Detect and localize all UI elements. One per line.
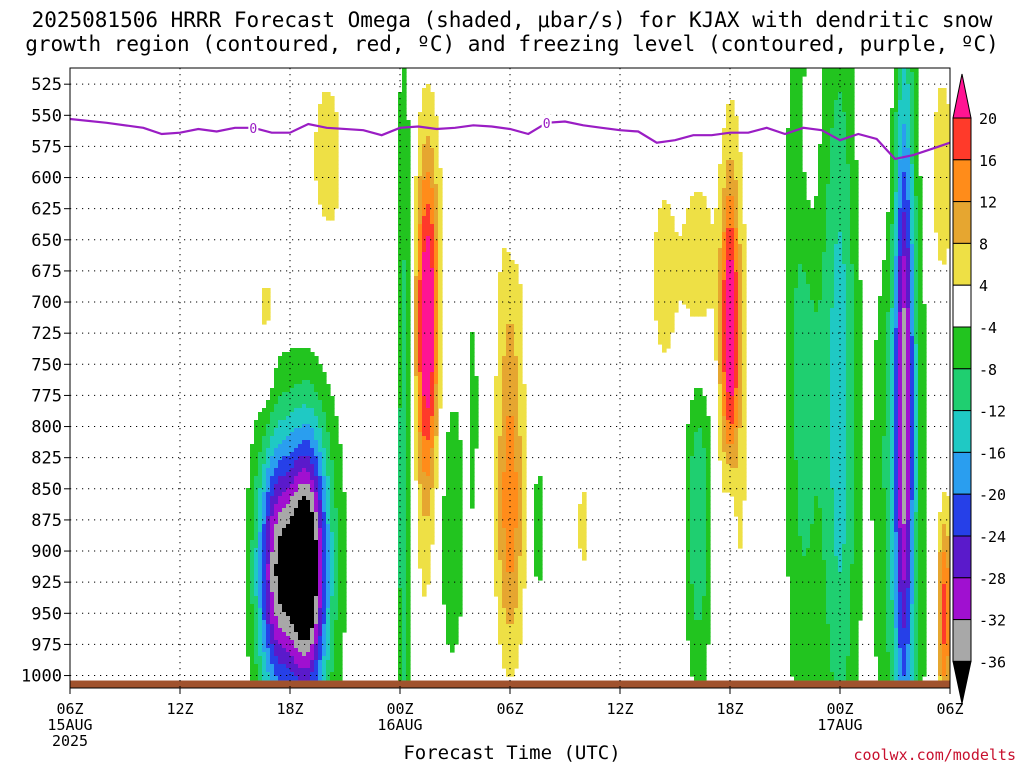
y-tick-label: 950	[31, 604, 62, 624]
y-tick-label: 775	[31, 386, 62, 406]
colorbar-label: 20	[979, 110, 997, 128]
colorbar-segment	[952, 535, 972, 579]
colorbar-top-arrow	[952, 73, 972, 119]
x-tick-label: 12Z	[606, 700, 633, 718]
x-tick-label: 06Z	[56, 700, 83, 718]
chart-title: 2025081506 HRRR Forecast Omega (shaded, …	[25, 8, 999, 56]
colorbar-label: 16	[979, 152, 997, 170]
colorbar-segment	[952, 201, 972, 244]
colorbar-segment	[952, 368, 972, 412]
colorbar-segment	[952, 242, 972, 286]
x-tick-label: 18Z	[276, 700, 303, 718]
y-tick-label: 925	[31, 573, 62, 593]
y-tick-label: 525	[31, 75, 62, 95]
y-tick-label: 625	[31, 200, 62, 220]
y-tick-label: 725	[31, 324, 62, 344]
y-tick-label: 700	[31, 293, 62, 313]
y-tick-label: 800	[31, 418, 62, 438]
colorbar-segment	[952, 619, 972, 662]
colorbar-segment	[952, 117, 972, 161]
omega-field	[70, 68, 950, 688]
colorbar-label: -24	[979, 528, 1006, 546]
x-tick-label: 18Z	[716, 700, 743, 718]
y-tick-label: 650	[31, 231, 62, 251]
x-tick-label: 2025	[52, 732, 88, 750]
colorbar-label: -32	[979, 612, 1006, 630]
x-tick-label: 17AUG	[817, 716, 862, 734]
x-tick-label: 00Z	[386, 700, 413, 718]
plot-frame	[69, 67, 951, 689]
x-tick-label: 00Z	[826, 700, 853, 718]
colorbar-label: -4	[979, 319, 997, 337]
colorbar-label: -36	[979, 653, 1006, 671]
colorbar-label: -8	[979, 361, 997, 379]
y-axis: 525 550 575 600 625 650 675 700 725 750 775 800 825 8…	[21, 75, 70, 687]
colorbar-label: 4	[979, 277, 988, 295]
colorbar-segment	[952, 577, 972, 621]
colorbar-segment	[952, 493, 972, 537]
colorbar-label: -20	[979, 486, 1006, 504]
x-tick-label: 15AUG	[47, 716, 92, 734]
colorbar-segment	[952, 410, 972, 453]
y-tick-label: 550	[31, 106, 62, 126]
colorbar-label: -28	[979, 570, 1006, 588]
x-axis-label: Forecast Time (UTC)	[403, 742, 621, 764]
colorbar-segment	[952, 326, 972, 370]
colorbar-bottom-arrow	[952, 660, 972, 704]
colorbar-segment	[952, 451, 972, 495]
gridlines	[70, 68, 950, 688]
y-tick-label: 850	[31, 480, 62, 500]
freezing-level-line	[70, 117, 950, 161]
contour-label-bg	[541, 114, 552, 131]
x-tick-label: 06Z	[496, 700, 523, 718]
x-tick-label: 12Z	[166, 700, 193, 718]
x-tick-label: 16AUG	[377, 716, 422, 734]
y-tick-label: 975	[31, 635, 62, 655]
freezing-level-label: 0	[543, 117, 551, 132]
y-tick-label: 825	[31, 449, 62, 469]
colorbar-label: 12	[979, 194, 997, 212]
y-tick-label: 600	[31, 169, 62, 189]
ground-strip	[70, 680, 950, 688]
colorbar-label: 8	[979, 235, 988, 253]
y-tick-label: 675	[31, 262, 62, 282]
colorbar: 20 16 12 8 4 -4 -8 -12 -16 -20 -24 -28 -32 -36	[952, 73, 1006, 704]
colorbar-segment	[952, 159, 972, 203]
freezing-level-label: 0	[249, 122, 257, 137]
y-tick-label: 750	[31, 355, 62, 375]
y-tick-label: 900	[31, 542, 62, 562]
credit-text: coolwx.com/modelts	[853, 746, 1016, 764]
y-tick-label: 575	[31, 137, 62, 157]
x-tick-label: 06Z	[936, 700, 963, 718]
y-tick-label: 1000	[21, 667, 62, 687]
colorbar-segment	[952, 284, 972, 328]
colorbar-label: -16	[979, 444, 1006, 462]
contour-label-bg	[248, 119, 259, 136]
y-tick-label: 875	[31, 511, 62, 531]
colorbar-label: -12	[979, 403, 1006, 421]
